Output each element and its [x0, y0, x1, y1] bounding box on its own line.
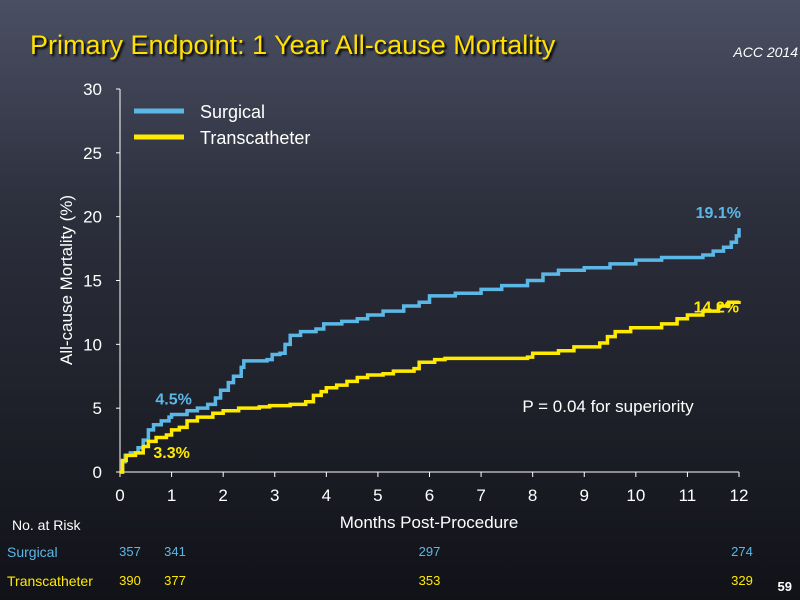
x-tick-label: 5: [373, 486, 382, 505]
data-label-transcatheter: 14.2%: [694, 300, 739, 317]
x-tick-label: 12: [730, 486, 749, 505]
y-tick-label: 15: [83, 272, 102, 291]
series-line-surgical: [120, 228, 741, 474]
p-value-annotation: P = 0.04 for superiority: [522, 397, 694, 416]
y-tick-label: 20: [83, 208, 102, 227]
y-axis-label: All-cause Mortality (%): [57, 195, 76, 365]
y-tick-label: 30: [83, 80, 102, 99]
series-layer: [120, 228, 741, 474]
risk-value: 297: [418, 544, 441, 559]
risk-value: 357: [119, 544, 141, 559]
data-label-surgical: 19.1%: [696, 205, 741, 222]
risk-value: 341: [164, 544, 186, 559]
risk-row-label-transcatheter: Transcatheter: [7, 573, 93, 589]
x-tick-label: 11: [679, 486, 697, 505]
conference-label: ACC 2014: [733, 44, 798, 60]
y-tick-label: 25: [83, 144, 102, 163]
data-labels: 4.5% 19.1% 3.3% 14.2%: [153, 205, 741, 462]
y-tick-label: 0: [93, 463, 102, 482]
legend-label-surgical: Surgical: [200, 102, 265, 122]
slide-number: 59: [777, 579, 792, 594]
x-tick-label: 7: [476, 486, 485, 505]
risk-table-header: No. at Risk: [12, 517, 81, 533]
y-tick-label: 5: [93, 399, 102, 418]
risk-value: 353: [418, 573, 441, 588]
x-tick-label: 8: [528, 486, 537, 505]
x-tick-label: 1: [167, 486, 176, 505]
x-tick-label: 9: [580, 486, 589, 505]
risk-value: 329: [731, 573, 753, 588]
slide-title: Primary Endpoint: 1 Year All-cause Morta…: [30, 30, 556, 60]
x-tick-label: 6: [425, 486, 434, 505]
risk-row-label-surgical: Surgical: [7, 544, 58, 560]
legend-label-transcatheter: Transcatheter: [200, 128, 310, 148]
y-tick-label: 10: [83, 335, 102, 354]
legend: Surgical Transcatheter: [134, 102, 310, 148]
x-tick-label: 3: [270, 486, 279, 505]
risk-value: 274: [731, 544, 753, 559]
risk-value: 390: [119, 573, 141, 588]
risk-value: 377: [164, 573, 186, 588]
x-axis-label: Months Post-Procedure: [340, 513, 519, 532]
x-tick-label: 10: [626, 486, 645, 505]
x-tick-label: 2: [218, 486, 227, 505]
data-label-surgical: 4.5%: [155, 392, 191, 409]
x-tick-label: 4: [322, 486, 331, 505]
x-tick-label: 0: [115, 486, 124, 505]
series-line-transcatheter: [120, 300, 741, 474]
data-label-transcatheter: 3.3%: [153, 445, 189, 462]
